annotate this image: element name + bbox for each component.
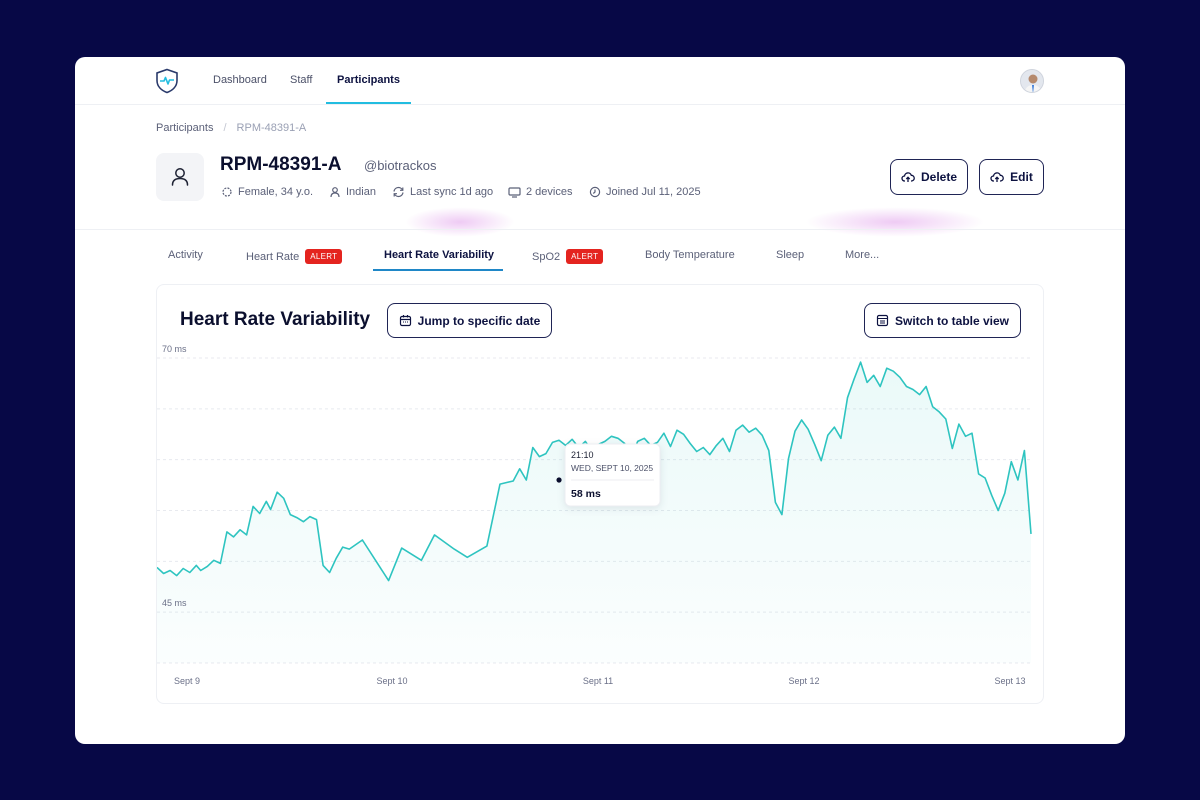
participant-avatar [156,153,204,201]
tab-activity[interactable]: Activity [168,249,203,261]
hrv-area-fill [157,362,1031,663]
table-icon [876,314,889,327]
y-tick-label: 45 ms [162,598,187,608]
alert-badge: ALERT [566,249,604,264]
top-nav: Dashboard Staff Participants [75,57,1125,105]
x-tick-label: Sept 9 [174,676,200,686]
meta-sex-age-text: Female, 34 y.o. [238,186,313,198]
meta-devices-text: 2 devices [526,186,573,198]
shield-pulse-logo-icon[interactable] [155,68,179,94]
cloud-upload-icon [990,172,1005,182]
participant-id: RPM-48391-A [220,154,342,175]
nav-staff[interactable]: Staff [290,74,313,86]
tab-sleep[interactable]: Sleep [776,249,804,261]
jump-to-date-label: Jump to specific date [417,313,541,328]
tab-label: Body Temperature [645,249,735,261]
edit-button-label: Edit [1010,170,1033,184]
app-card: Dashboard Staff Participants Participant… [75,57,1125,744]
delete-button[interactable]: Delete [890,159,968,195]
user-avatar-icon [1021,70,1043,92]
x-tick-label: Sept 10 [376,676,407,686]
hrv-chart-panel: Heart Rate Variability Jump to specific … [156,284,1044,704]
gender-icon [222,187,232,197]
breadcrumb: Participants / RPM-48391-A [156,122,306,134]
tab-label: Sleep [776,249,805,261]
decorative-glow [805,207,985,237]
user-avatar[interactable] [1020,69,1044,93]
tab-label: More... [845,249,880,261]
nav-participants[interactable]: Participants [337,74,400,86]
cloud-upload-icon [901,172,915,182]
meta-ethnicity: Indian [329,186,376,198]
y-tick-label: 70 ms [162,344,187,354]
clock-icon [589,186,601,198]
alert-badge: ALERT [305,249,343,264]
tab-label: Heart Rate [246,250,300,263]
x-tick-label: Sept 13 [994,676,1025,686]
user-icon [330,187,340,198]
tooltip-value: 58 ms [571,488,601,500]
hover-point[interactable] [556,477,562,483]
meta-joined: Joined Jul 11, 2025 [589,186,701,198]
meta-devices: 2 devices [508,186,572,198]
jump-to-date-button[interactable]: Jump to specific date [387,303,552,338]
x-tick-label: Sept 12 [788,676,819,686]
meta-ethnicity-text: Indian [346,186,376,198]
tab-heart-rate[interactable]: Heart Rate ALERT [246,249,343,264]
hrv-series-line [157,361,1032,582]
tab-spo2[interactable]: SpO2 ALERT [532,249,604,264]
breadcrumb-parent[interactable]: Participants [156,122,214,134]
tab-label: Heart Rate Variability [384,249,495,261]
meta-joined-text: Joined Jul 11, 2025 [606,186,701,198]
tab-heart-rate-variability[interactable]: Heart Rate Variability [384,249,494,261]
breadcrumb-separator: / [223,122,227,134]
tab-label: Activity [168,249,203,261]
nav-dashboard[interactable]: Dashboard [213,74,267,86]
chart-title: Heart Rate Variability [180,309,371,330]
x-tick-label: Sept 11 [583,676,613,686]
tooltip-time: 21:10 [571,450,594,460]
breadcrumb-current: RPM-48391-A [236,122,307,134]
section-divider [75,229,1125,230]
chart-tooltip: 21:10 WED, SEPT 10, 2025 58 ms [564,443,661,507]
calendar-icon [399,315,411,327]
tooltip-date: WED, SEPT 10, 2025 [571,463,653,473]
meta-last-sync-text: Last sync 1d ago [410,186,494,198]
tab-more[interactable]: More... [845,249,879,261]
delete-button-label: Delete [920,170,958,184]
meta-sex-age: Female, 34 y.o. [221,186,313,198]
device-icon [508,187,521,198]
participant-handle: @biotrackos [364,158,437,173]
decorative-glow [405,207,515,237]
meta-last-sync: Last sync 1d ago [392,186,493,198]
switch-table-view-button[interactable]: Switch to table view [864,303,1021,338]
tab-body-temperature[interactable]: Body Temperature [645,249,735,261]
sync-icon [393,186,404,198]
person-icon [171,168,189,186]
hrv-area-chart[interactable]: 70 ms 45 ms Sept 9 Sept 10 Sept 11 Sept 12 Se… [157,285,1045,705]
tab-label: SpO2 [532,250,561,263]
switch-table-view-label: Switch to table view [894,313,1010,328]
nav-active-indicator [326,102,411,104]
tab-active-indicator [373,269,503,271]
edit-button[interactable]: Edit [979,159,1044,195]
